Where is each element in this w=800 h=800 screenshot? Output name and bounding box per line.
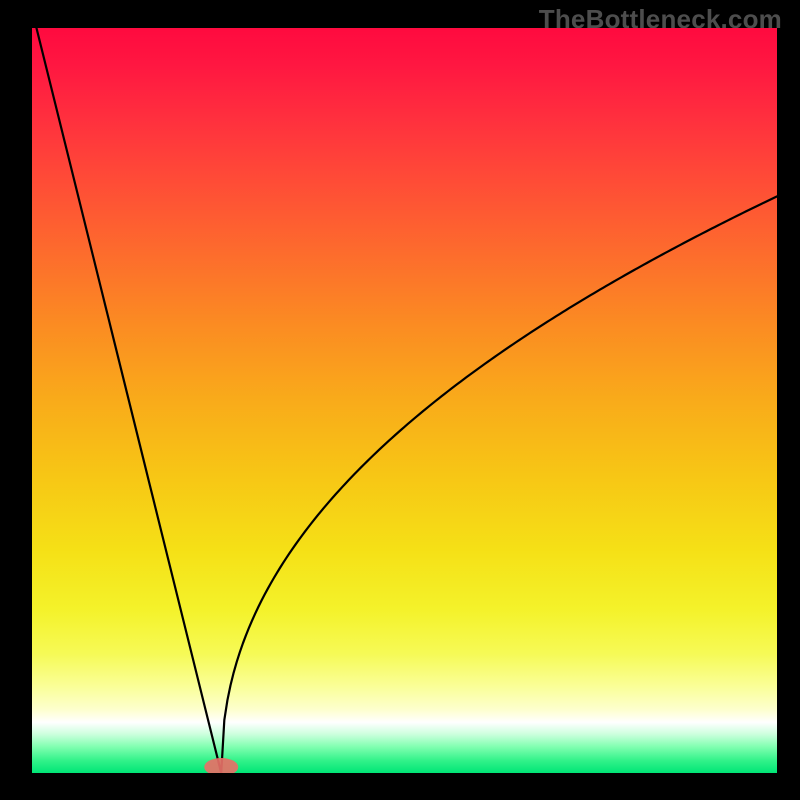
- chart-frame: TheBottleneck.com: [0, 0, 800, 800]
- bottleneck-curve-chart: [32, 28, 777, 773]
- gradient-background: [32, 28, 777, 773]
